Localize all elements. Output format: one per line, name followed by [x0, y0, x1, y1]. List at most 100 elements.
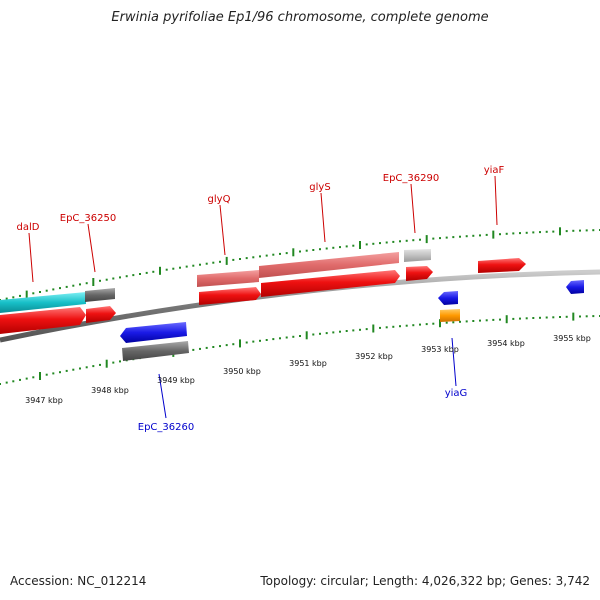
forward-minor-tick — [139, 273, 141, 275]
reverse-major-tick — [105, 359, 108, 368]
accession-text: Accession: NC_012214 — [10, 574, 147, 588]
reverse-minor-tick — [592, 315, 595, 318]
gene-label-EpC_36260: EpC_36260 — [138, 422, 194, 433]
forward-tick-row — [0, 227, 600, 301]
forward-minor-tick — [525, 231, 528, 234]
reverse-minor-tick — [32, 376, 35, 379]
reverse-major-tick — [505, 315, 508, 324]
reverse-minor-tick — [545, 316, 548, 319]
reverse-minor-tick — [85, 366, 88, 369]
forward-minor-tick — [319, 248, 321, 251]
EpC_36290-gene-arrow — [406, 266, 433, 281]
forward-minor-tick — [499, 233, 501, 236]
forward-minor-tick — [245, 257, 248, 260]
forward-major-tick — [225, 256, 228, 265]
scale-label-3947: 3947 kbp — [25, 396, 63, 405]
forward-minor-tick — [205, 262, 208, 265]
reverse-minor-tick — [445, 321, 448, 324]
forward-minor-tick — [305, 249, 308, 252]
glyS-feature-pink — [259, 252, 399, 278]
forward-minor-tick — [432, 237, 435, 240]
reverse-minor-tick — [99, 363, 101, 366]
forward-minor-tick — [185, 265, 188, 268]
forward-minor-tick — [399, 240, 401, 243]
reverse-minor-tick — [199, 347, 201, 350]
forward-minor-tick — [365, 243, 368, 246]
reverse-minor-tick — [5, 381, 8, 384]
forward-minor-tick — [79, 283, 81, 286]
forward-minor-tick — [472, 234, 475, 237]
forward-major-tick — [359, 241, 361, 249]
forward-minor-tick — [165, 268, 168, 271]
forward-major-tick — [292, 248, 295, 257]
gene-label-EpC_36290: EpC_36290 — [383, 173, 439, 184]
reverse-minor-tick — [539, 316, 541, 319]
gene-label-glyS: glyS — [309, 182, 330, 193]
reverse-minor-tick — [319, 332, 321, 335]
forward-minor-tick — [119, 276, 121, 279]
reverse-minor-tick — [579, 315, 581, 318]
dalD-gene-arrow — [0, 307, 86, 334]
forward-minor-tick — [12, 296, 15, 299]
forward-minor-tick — [299, 250, 301, 253]
scale-label-3951: 3951 kbp — [289, 359, 327, 368]
forward-minor-tick — [52, 288, 55, 291]
forward-minor-tick — [545, 230, 548, 233]
forward-minor-tick — [192, 264, 195, 267]
reverse-minor-tick — [285, 336, 288, 339]
forward-minor-tick — [572, 229, 575, 232]
forward-minor-tick — [152, 270, 155, 273]
forward-minor-tick — [279, 252, 281, 255]
forward-minor-tick — [45, 289, 48, 292]
blue-gene-arrow-right — [566, 280, 584, 294]
light-gray-feature — [404, 249, 431, 262]
scale-label-3948: 3948 kbp — [91, 386, 129, 395]
reverse-major-tick — [239, 339, 241, 348]
forward-minor-tick — [179, 266, 181, 269]
forward-minor-tick — [372, 242, 375, 245]
forward-minor-tick — [465, 235, 468, 238]
reverse-minor-tick — [512, 317, 515, 320]
forward-minor-tick — [565, 230, 568, 233]
gray-feature-lower — [122, 341, 189, 361]
reverse-minor-tick — [432, 322, 435, 325]
reverse-minor-tick — [385, 326, 388, 329]
forward-minor-tick — [312, 249, 315, 251]
reverse-minor-tick — [472, 320, 475, 322]
forward-minor-tick — [479, 234, 481, 237]
reverse-minor-tick — [479, 319, 481, 322]
reverse-minor-tick — [485, 319, 488, 322]
gene-label-glyQ: glyQ — [208, 194, 231, 205]
forward-minor-tick — [132, 274, 135, 277]
reverse-minor-tick — [312, 333, 315, 336]
gene-label-dalD: dalD — [17, 222, 40, 233]
scale-label-3953: 3953 kbp — [421, 345, 459, 354]
forward-minor-tick — [272, 253, 275, 256]
reverse-minor-tick — [559, 316, 561, 318]
forward-minor-tick — [19, 294, 21, 297]
forward-minor-tick — [172, 267, 175, 270]
gene-label-yiaG: yiaG — [445, 388, 468, 399]
forward-minor-tick — [519, 232, 521, 235]
forward-minor-tick — [5, 297, 8, 300]
forward-minor-tick — [405, 239, 408, 242]
reverse-minor-tick — [405, 324, 408, 327]
reverse-minor-tick — [219, 345, 221, 348]
reverse-minor-tick — [585, 315, 588, 318]
forward-minor-tick — [105, 278, 108, 281]
reverse-minor-tick — [59, 371, 61, 374]
reverse-minor-tick — [345, 330, 348, 332]
forward-minor-tick — [512, 232, 515, 235]
reverse-minor-tick — [272, 338, 275, 341]
reverse-minor-tick — [292, 335, 295, 338]
forward-minor-tick — [239, 258, 241, 260]
forward-minor-tick — [592, 229, 595, 232]
topology-text: Topology: circular; Length: 4,026,322 bp… — [260, 574, 590, 588]
forward-minor-tick — [85, 282, 88, 285]
reverse-minor-tick — [379, 326, 381, 329]
forward-minor-tick — [219, 260, 221, 263]
yiaG-gene-arrow — [438, 291, 458, 305]
forward-minor-tick — [445, 236, 448, 239]
reverse-major-tick — [439, 319, 441, 328]
